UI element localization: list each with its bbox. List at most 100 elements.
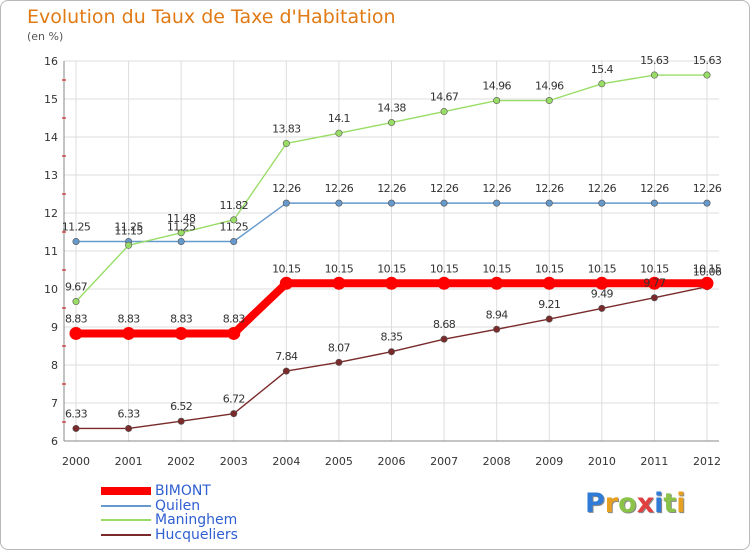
x-tick-label: 2004 xyxy=(272,455,300,468)
y-tick-label: 15 xyxy=(44,93,58,106)
data-point-hucqueliers xyxy=(387,348,395,356)
y-tick-label: 6 xyxy=(51,435,58,448)
data-point-bimont xyxy=(332,276,346,290)
data-label-maninghem: 14.96 xyxy=(535,80,564,93)
data-point-bimont xyxy=(385,276,398,290)
data-label-bimont: 10.15 xyxy=(325,262,354,275)
chart-legend: BIMONT Quilen Maninghem Hucqueliers xyxy=(101,484,238,542)
data-label-hucqueliers: 7.84 xyxy=(275,350,298,363)
data-point-bimont xyxy=(174,326,188,340)
data-point-hucqueliers xyxy=(177,417,185,425)
data-point-hucqueliers xyxy=(72,424,80,432)
data-point-maninghem xyxy=(230,216,238,224)
chart-subtitle: (en %) xyxy=(27,30,64,43)
data-label-quilen: 11.25 xyxy=(62,221,91,234)
data-label-hucqueliers: 9.21 xyxy=(538,298,560,311)
data-point-bimont xyxy=(700,276,714,290)
data-label-hucqueliers: 6.33 xyxy=(65,407,88,420)
y-tick-label: 14 xyxy=(44,131,58,144)
data-point-bimont xyxy=(490,276,504,290)
data-point-bimont xyxy=(279,276,293,290)
data-point-bimont xyxy=(595,276,609,290)
data-point-maninghem xyxy=(650,71,658,79)
data-point-maninghem xyxy=(598,80,606,88)
data-point-quilen xyxy=(650,199,658,207)
data-label-maninghem: 15.63 xyxy=(640,54,669,67)
data-label-maninghem: 14.1 xyxy=(328,112,350,125)
legend-item-hucqueliers: Hucqueliers xyxy=(101,528,238,543)
data-label-bimont: 10.15 xyxy=(693,262,722,275)
data-label-quilen: 12.26 xyxy=(693,182,722,195)
x-tick-label: 2003 xyxy=(220,455,248,468)
data-label-hucqueliers: 8.94 xyxy=(486,308,509,321)
data-label-hucqueliers: 6.33 xyxy=(118,407,141,420)
data-point-hucqueliers xyxy=(335,358,343,366)
legend-swatch xyxy=(101,519,151,522)
data-label-bimont: 10.15 xyxy=(430,262,459,275)
data-point-quilen xyxy=(282,199,290,207)
y-tick-label: 9 xyxy=(51,321,58,334)
data-point-bimont xyxy=(542,276,556,290)
data-point-bimont xyxy=(437,276,451,290)
data-point-hucqueliers xyxy=(545,315,553,323)
data-point-hucqueliers xyxy=(493,325,501,333)
y-tick-label: 12 xyxy=(44,207,58,220)
data-point-maninghem xyxy=(335,129,343,137)
data-point-maninghem xyxy=(387,119,395,127)
data-point-quilen xyxy=(387,199,395,207)
data-label-quilen: 12.26 xyxy=(482,182,511,195)
data-label-hucqueliers: 8.68 xyxy=(433,318,456,331)
legend-label: Hucqueliers xyxy=(155,526,238,543)
data-point-hucqueliers xyxy=(440,335,448,343)
proxiti-logo: Proxiti xyxy=(585,488,686,519)
data-label-maninghem: 15.4 xyxy=(591,63,614,76)
x-tick-label: 2000 xyxy=(62,455,90,468)
data-label-hucqueliers: 8.35 xyxy=(380,331,403,344)
data-label-maninghem: 14.96 xyxy=(482,80,511,93)
data-point-quilen xyxy=(440,199,448,207)
data-point-quilen xyxy=(598,199,606,207)
data-label-quilen: 11.25 xyxy=(167,221,196,234)
data-point-maninghem xyxy=(177,229,185,237)
data-point-maninghem xyxy=(125,241,133,249)
data-label-bimont: 10.15 xyxy=(482,262,511,275)
data-label-bimont: 10.15 xyxy=(535,262,564,275)
data-point-hucqueliers xyxy=(125,424,133,432)
data-label-bimont: 8.83 xyxy=(118,312,141,325)
legend-label: BIMONT xyxy=(155,483,211,500)
data-point-hucqueliers xyxy=(230,410,238,418)
data-label-maninghem: 13.83 xyxy=(272,122,301,135)
y-tick-label: 13 xyxy=(44,169,58,182)
data-label-bimont: 10.15 xyxy=(272,262,301,275)
y-tick-label: 10 xyxy=(44,283,58,296)
data-label-hucqueliers: 9.77 xyxy=(643,277,666,290)
data-label-maninghem: 15.63 xyxy=(693,54,722,67)
data-label-quilen: 11.25 xyxy=(114,221,143,234)
data-point-maninghem xyxy=(545,97,553,105)
data-label-hucqueliers: 6.52 xyxy=(170,400,192,413)
data-point-maninghem xyxy=(282,139,290,147)
data-label-bimont: 10.15 xyxy=(377,262,406,275)
y-tick-label: 7 xyxy=(51,397,58,410)
x-tick-label: 2009 xyxy=(535,455,563,468)
data-label-quilen: 12.26 xyxy=(430,182,459,195)
data-label-maninghem: 9.67 xyxy=(65,281,88,294)
data-point-bimont xyxy=(122,326,136,340)
x-tick-label: 2012 xyxy=(693,455,721,468)
x-tick-label: 2008 xyxy=(483,455,511,468)
data-label-quilen: 12.26 xyxy=(325,182,354,195)
data-label-hucqueliers: 8.07 xyxy=(328,341,351,354)
y-tick-label: 16 xyxy=(44,55,58,68)
data-point-quilen xyxy=(703,199,711,207)
data-label-quilen: 12.26 xyxy=(535,182,564,195)
chart-title: Evolution du Taux de Taxe d'Habitation xyxy=(27,6,396,28)
data-label-bimont: 10.15 xyxy=(588,262,617,275)
data-label-hucqueliers: 9.49 xyxy=(591,287,614,300)
data-point-bimont xyxy=(227,326,241,340)
data-label-maninghem: 11.82 xyxy=(220,199,249,212)
legend-item-bimont: BIMONT xyxy=(101,484,238,499)
data-point-bimont xyxy=(69,326,83,340)
data-point-maninghem xyxy=(703,71,711,79)
legend-item-quilen: Quilen xyxy=(101,499,238,514)
